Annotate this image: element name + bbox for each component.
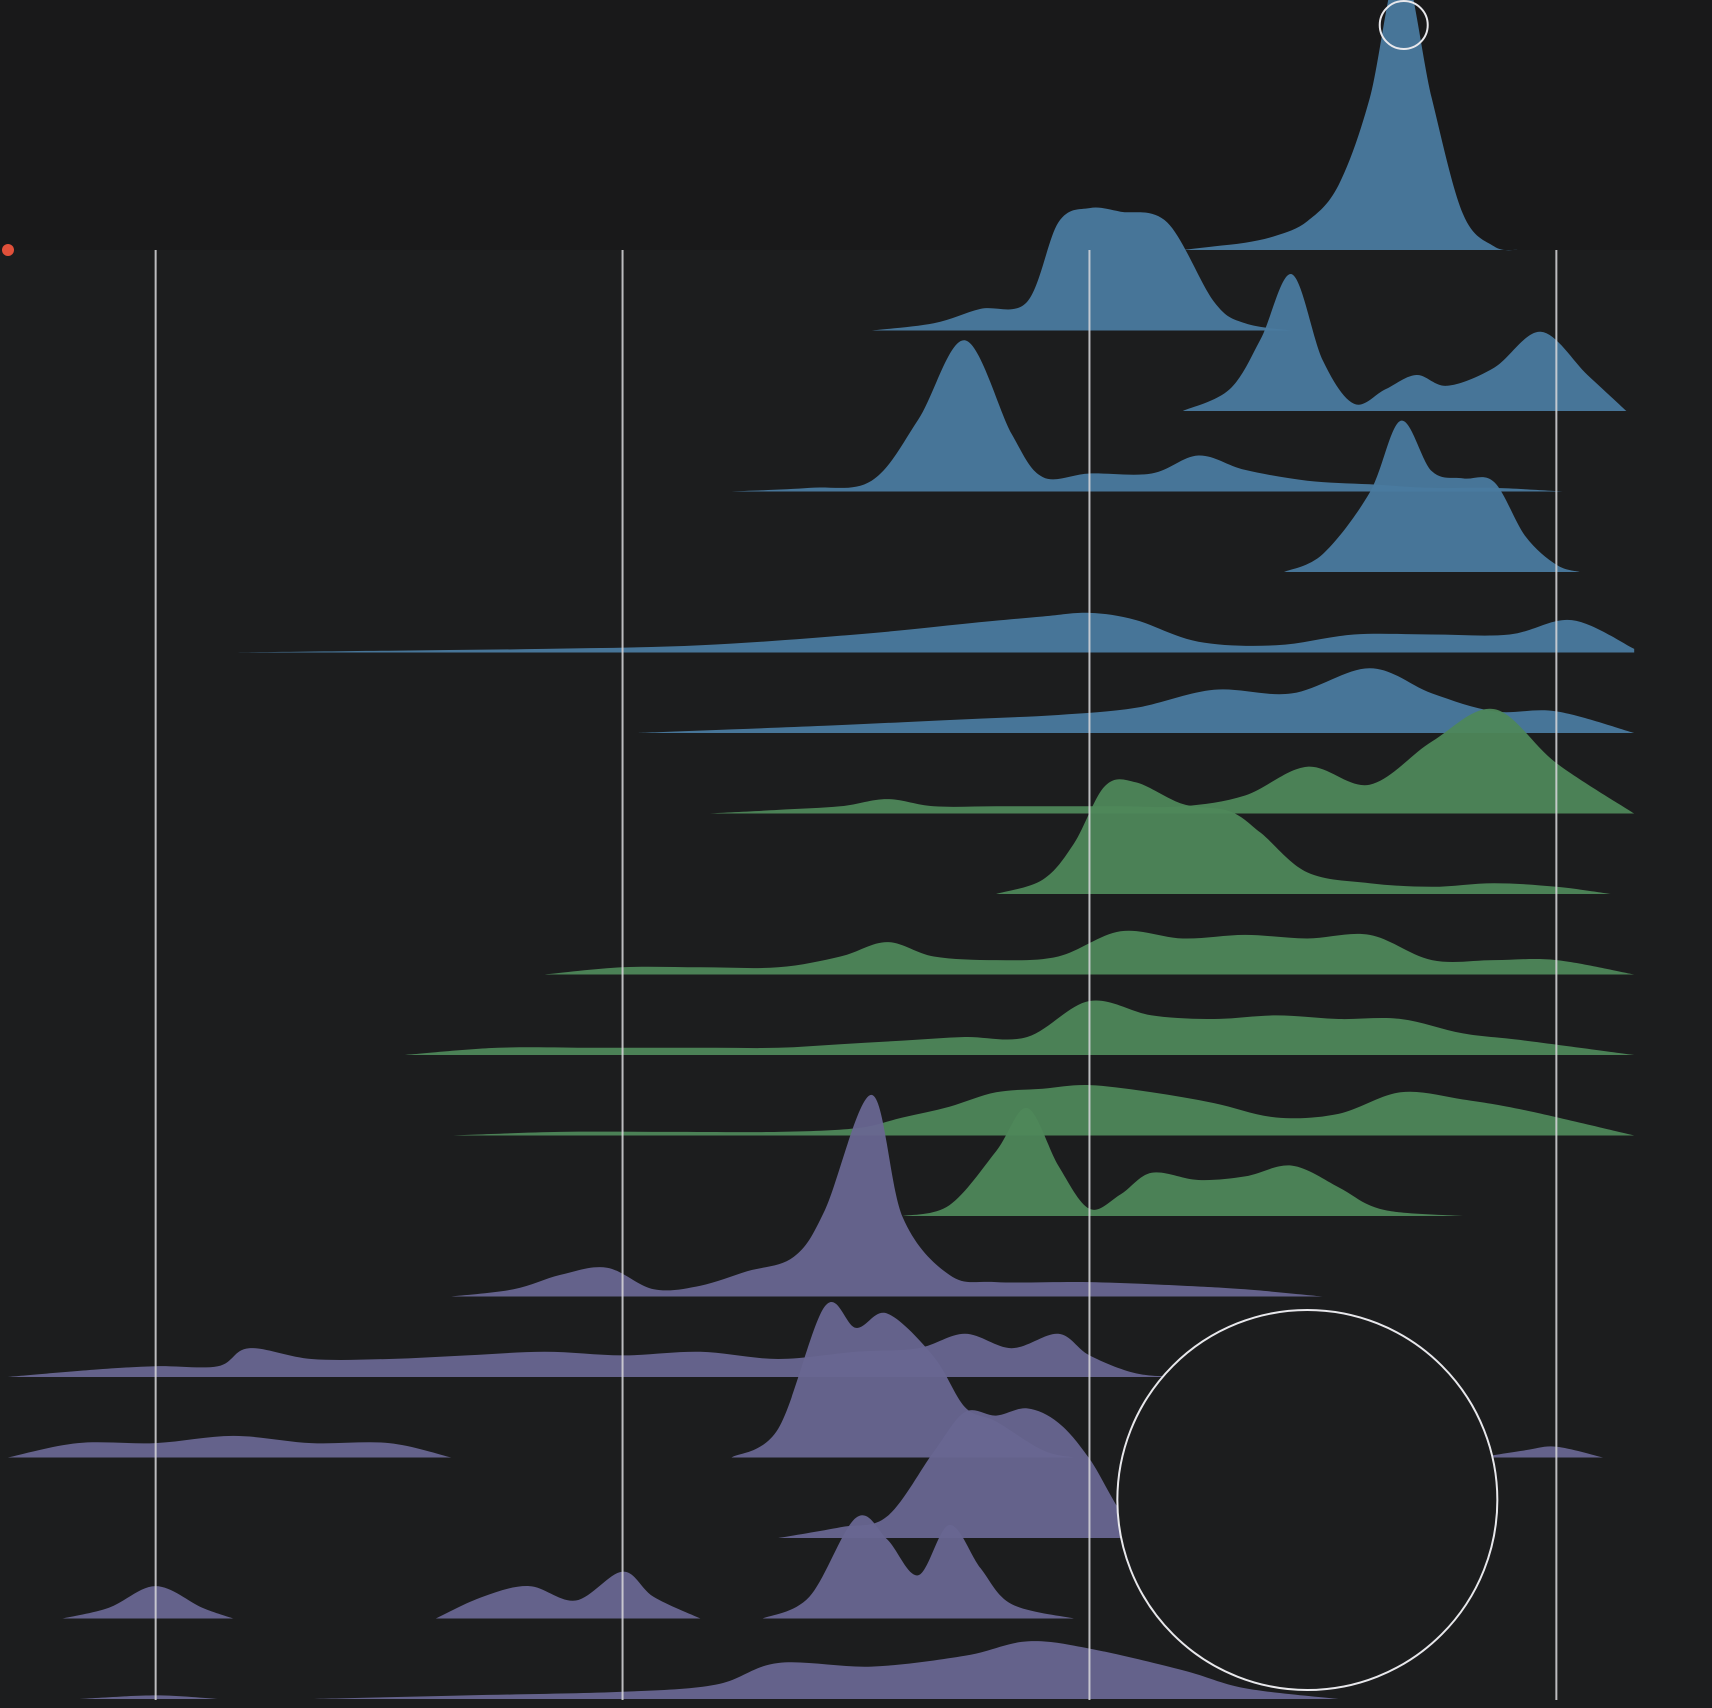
ridge-green-11 (451, 1085, 1635, 1136)
ridge-green-12 (902, 1107, 1463, 1216)
ridge-purple-22 (77, 1695, 218, 1699)
annotation-markers (2, 0, 1499, 1691)
reference-lines (154, 250, 1558, 1700)
ridge-purple-21 (762, 1515, 1074, 1619)
origin-dot (2, 244, 14, 256)
ridge-blue-6 (638, 668, 1635, 733)
ridge-purple-17 (1478, 1446, 1604, 1458)
large-circle-marker (1116, 1309, 1499, 1691)
ridge-blue-5 (233, 612, 1635, 653)
ridge-blue-1 (871, 207, 1292, 331)
peak-circle-marker (1378, 0, 1429, 50)
ridge-blue-3 (731, 340, 1565, 492)
ridges (7, 0, 1635, 1699)
ridge-purple-20 (435, 1571, 701, 1619)
ridge-purple-23 (311, 1641, 1339, 1699)
ridge-green-8 (996, 779, 1611, 894)
ridge-purple-18 (778, 1408, 1191, 1539)
ridge-purple-19 (62, 1586, 234, 1619)
ridge-blue-0 (1182, 0, 1518, 251)
ridge-blue-2 (1182, 274, 1627, 411)
ridge-green-10 (404, 1000, 1635, 1055)
ridge-purple-13 (451, 1094, 1323, 1297)
ridge-purple-15 (7, 1435, 452, 1458)
ridge-blue-4 (1284, 420, 1580, 572)
ridge-green-7 (708, 708, 1635, 814)
